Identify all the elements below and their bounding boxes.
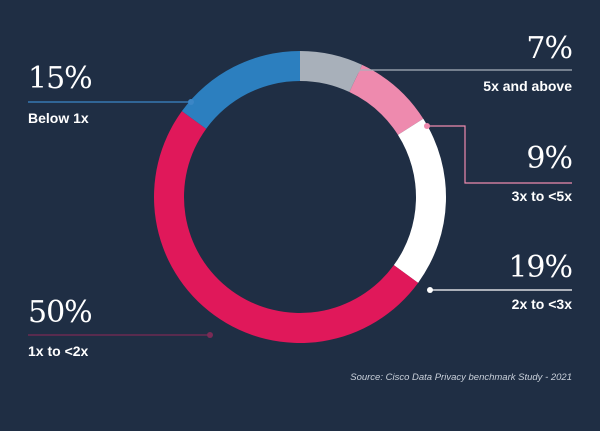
value-label-2x-to-3x: 19% xyxy=(508,250,573,285)
slice-2x-to-3x xyxy=(393,118,446,283)
leader-line-3x-to-5x xyxy=(427,125,572,184)
slice-3x-to-5x xyxy=(349,64,424,135)
source-note: Source: Cisco Data Privacy benchmark Stu… xyxy=(350,372,572,383)
leader-line-1x-to-2x-dot xyxy=(207,332,213,338)
category-label-3x-to-5x: 3x to <5x xyxy=(511,188,572,204)
value-label-1x-to-2x: 50% xyxy=(28,295,93,330)
value-label-3x-to-5x: 9% xyxy=(526,141,573,176)
category-label-2x-to-3x: 2x to <3x xyxy=(511,296,572,312)
value-label-5x-and-above: 7% xyxy=(526,31,573,66)
leader-line-below-1x-dot xyxy=(188,99,194,105)
value-label-below-1x: 15% xyxy=(28,61,93,96)
slice-below-1x xyxy=(181,51,300,129)
leader-line-5x-and-above-dot xyxy=(354,67,360,73)
slice-5x-and-above xyxy=(300,51,363,93)
leader-line-2x-to-3x-dot xyxy=(427,287,433,293)
category-label-below-1x: Below 1x xyxy=(28,110,89,126)
category-label-1x-to-2x: 1x to <2x xyxy=(28,343,89,359)
leader-line-3x-to-5x-dot xyxy=(424,123,430,129)
slice-1x-to-2x xyxy=(153,111,419,344)
category-label-5x-and-above: 5x and above xyxy=(483,78,572,94)
